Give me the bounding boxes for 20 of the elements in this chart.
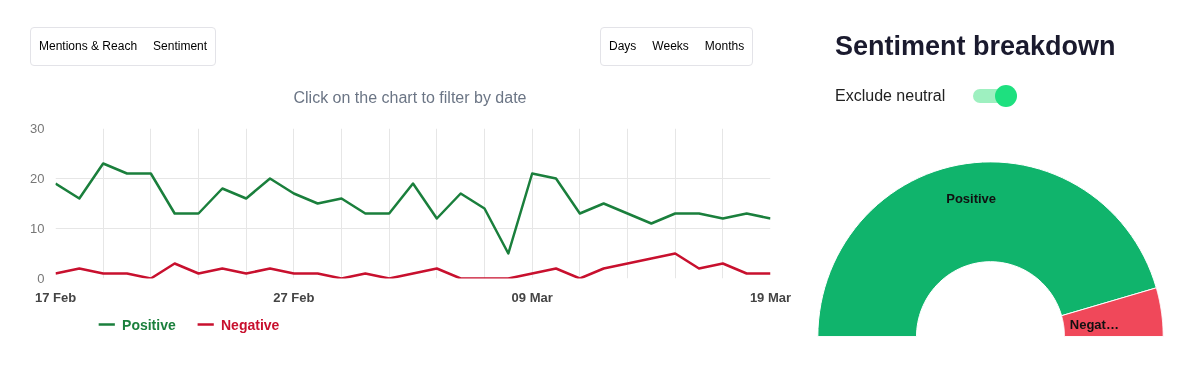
text: Exclude neutral [835, 86, 946, 106]
text: Sentiment [152, 38, 209, 55]
slice-label: Negat… [1069, 316, 1119, 332]
legend-label: Positive [122, 316, 176, 333]
legend-label: Negative [220, 316, 280, 333]
x-tick-label: 19 Mar [749, 289, 792, 305]
x-tick-label: 09 Mar [511, 289, 553, 305]
text: Weeks [651, 38, 690, 55]
y-tick-label: 20 [30, 171, 45, 186]
x-tick-label: 27 Feb [273, 289, 315, 305]
y-tick-label: 10 [30, 221, 45, 236]
text: Months [703, 38, 746, 55]
chart-title: Sentiment breakdown [835, 30, 1116, 63]
text: Days [608, 38, 638, 55]
text: Mentions & Reach [38, 38, 139, 55]
y-tick-label: 30 [30, 121, 45, 136]
x-tick-label: 17 Feb [34, 289, 77, 305]
y-tick-label: 0 [37, 271, 45, 286]
slice-label: Positive [946, 191, 997, 207]
chart-subtitle: Click on the chart to filter by date [292, 88, 528, 108]
